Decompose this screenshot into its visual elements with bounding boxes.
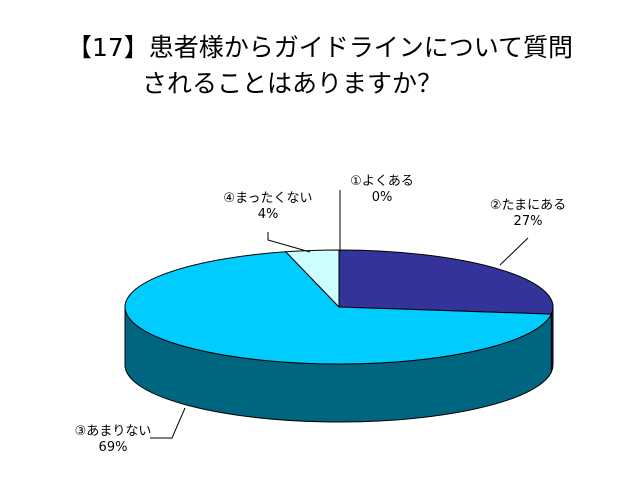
pie-tops — [124, 249, 554, 365]
chart-title: 【17】患者様からガイドラインについて質問 されることはありますか？ — [0, 30, 640, 102]
leader-line-4 — [267, 232, 311, 253]
label-tamaniaru-percent: 27% — [514, 214, 543, 229]
label-mattakunai-percent: 4% — [258, 207, 279, 222]
label-amarinai-percent: 69% — [99, 440, 128, 455]
label-yokuaru-percent: 0% — [372, 190, 393, 205]
pie-slice-3 — [124, 251, 553, 365]
label-mattakunai-category: ④まったくない — [223, 191, 312, 206]
pie-slice-2 — [338, 249, 554, 315]
leader-lines — [150, 190, 529, 439]
leader-line-3 — [150, 407, 186, 439]
label-yokuaru-category: ①よくある — [350, 174, 414, 189]
label-amarinai-category: ③あまりない — [75, 424, 152, 439]
title-line-1: 【17】患者様からガイドラインについて質問 — [66, 33, 574, 62]
leader-line-2 — [499, 237, 529, 266]
title-line-2: されることはありますか？ — [141, 69, 442, 98]
label-tamaniaru-category: ②たまにある — [490, 198, 566, 213]
pie-slice-4 — [284, 249, 340, 309]
